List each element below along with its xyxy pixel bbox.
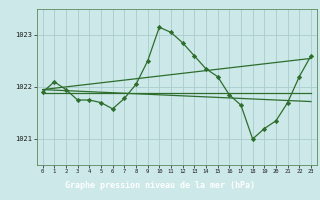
Text: Graphe pression niveau de la mer (hPa): Graphe pression niveau de la mer (hPa) (65, 182, 255, 190)
